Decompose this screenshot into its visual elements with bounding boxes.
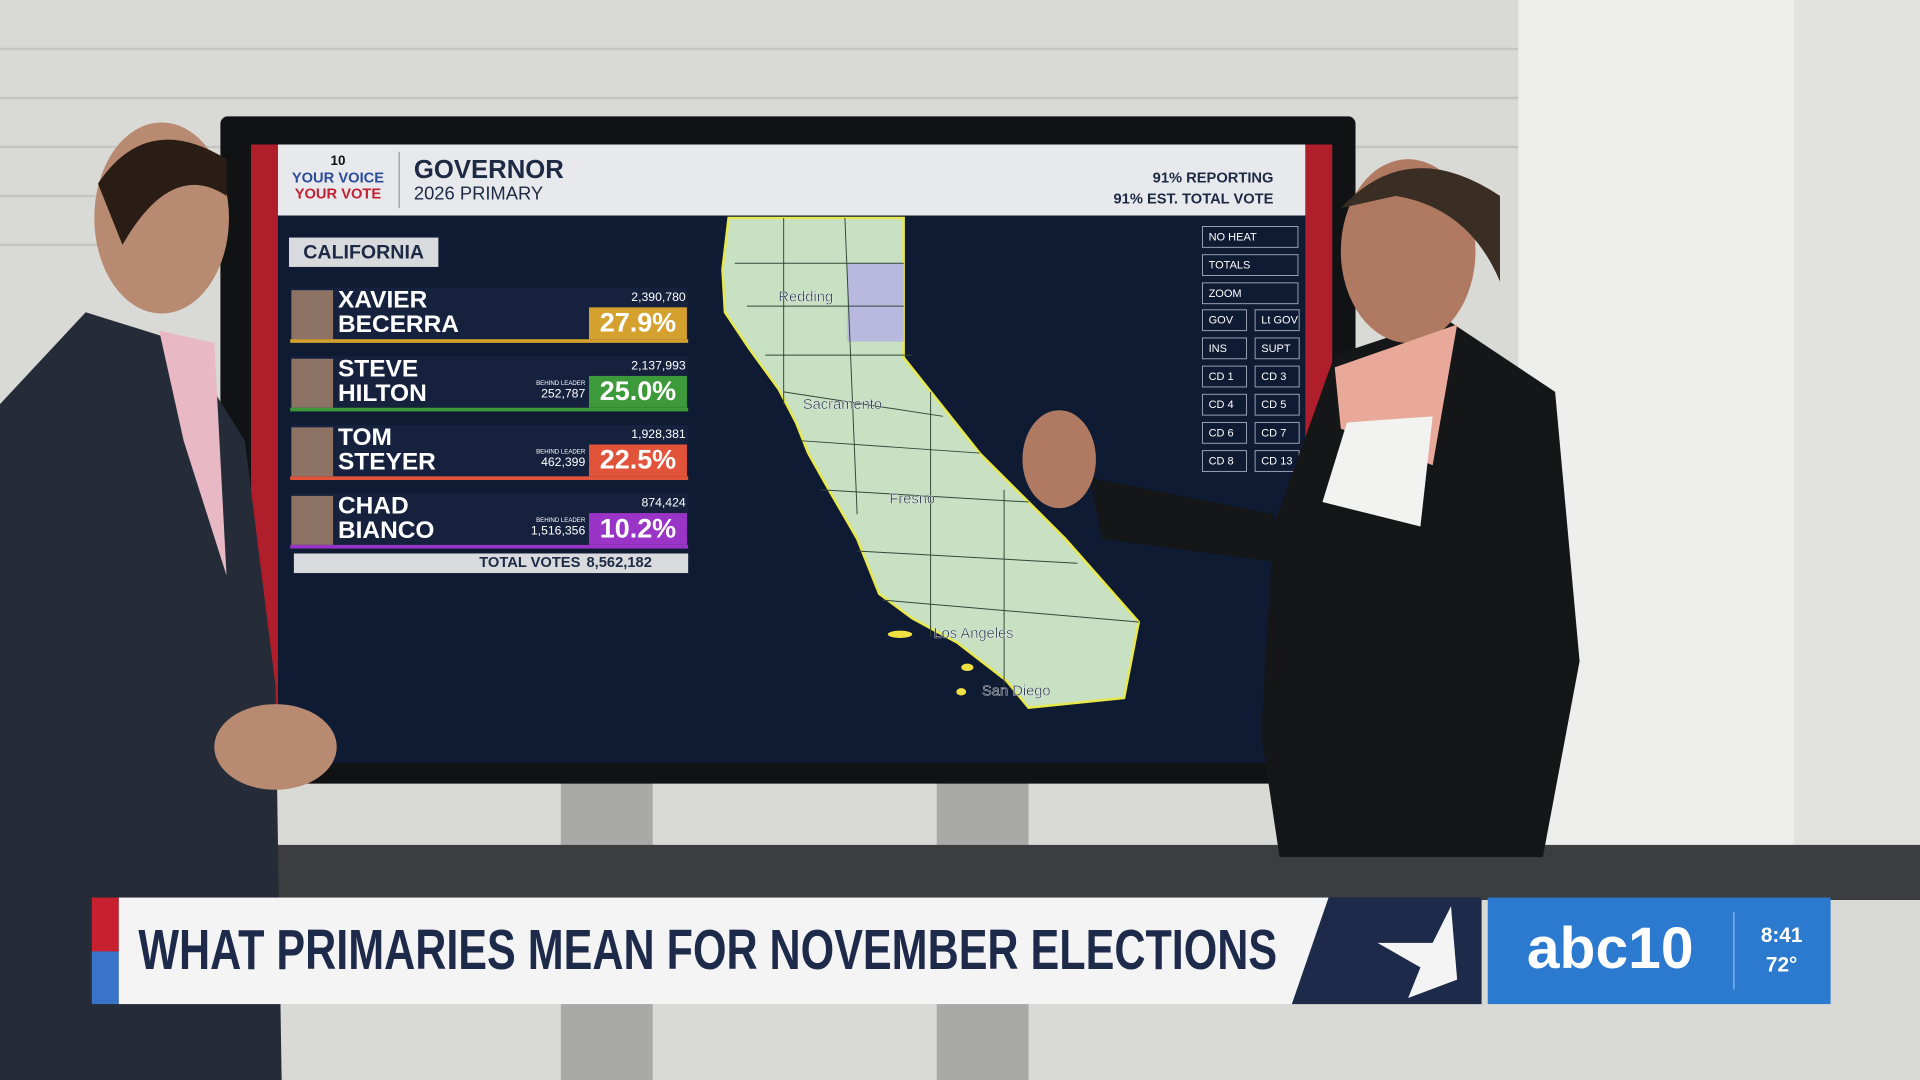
last-name: HILTON (338, 380, 427, 407)
total-bar (293, 553, 689, 574)
menu-label: SUPT (1261, 343, 1291, 355)
total-votes: 8,562,182 (587, 555, 652, 571)
first-name: XAVIER (338, 287, 428, 314)
pct-box (588, 307, 687, 340)
menu-label: CD 1 (1209, 371, 1234, 383)
menu-button[interactable] (1201, 282, 1299, 305)
pct: 22.5% (600, 445, 676, 475)
pct-box (588, 513, 687, 545)
menu-label: CD 5 (1261, 399, 1286, 411)
behind-label: BEHIND LEADER (536, 517, 586, 524)
pct: 27.9% (600, 308, 676, 338)
desk (0, 844, 1920, 900)
pct-box (588, 375, 687, 408)
menu-button[interactable] (1254, 337, 1300, 360)
menu-label: CD 3 (1261, 371, 1286, 383)
menu-label: CD 7 (1261, 427, 1286, 439)
candidate-underline (290, 544, 689, 549)
menu-label: CD 6 (1209, 427, 1234, 439)
headline-bar (118, 897, 1482, 1005)
total-label: TOTAL VOTES (479, 555, 580, 571)
menu-button[interactable] (1201, 254, 1299, 277)
candidate-photo (291, 290, 334, 340)
menu-label: Lt GOV (1261, 315, 1298, 327)
est-vote: 91% EST. TOTAL VOTE (1113, 191, 1273, 207)
region-tag (288, 237, 439, 267)
menu-label: ZOOM (1209, 288, 1242, 300)
votes: 2,390,780 (631, 290, 686, 304)
candidate-underline (290, 339, 689, 343)
votes: 874,424 (641, 495, 685, 509)
last-name: STEYER (338, 448, 436, 475)
behind-votes: 252,787 (541, 387, 585, 401)
pct-box (588, 444, 687, 477)
menu-label: CD 4 (1209, 399, 1234, 411)
board-title: GOVERNOR (414, 156, 564, 184)
menu-button[interactable] (1254, 393, 1300, 416)
menu-label: GOV (1209, 315, 1234, 327)
behind-label: BEHIND LEADER (536, 448, 586, 455)
last-name: BIANCO (338, 517, 435, 544)
first-name: STEVE (338, 355, 418, 382)
presenter-left (0, 122, 337, 1080)
station-logo: abc10 (1527, 916, 1694, 981)
menu-button[interactable] (1201, 393, 1248, 416)
menu-button[interactable] (1254, 421, 1300, 444)
menu-label: INS (1209, 343, 1227, 355)
behind-votes: 1,516,356 (531, 524, 586, 538)
region: CALIFORNIA (303, 242, 424, 264)
city-label: Sacramento (803, 397, 882, 413)
menu-button[interactable] (1201, 365, 1248, 388)
menu-label: TOTALS (1209, 260, 1251, 272)
menu-label: CD 13 (1261, 456, 1292, 468)
candidate-photo (291, 358, 334, 408)
temperature: 72° (1766, 954, 1797, 977)
candidate-photo (291, 427, 334, 477)
menu-button[interactable] (1254, 309, 1300, 332)
last-name: BECERRA (338, 311, 459, 338)
behind-votes: 462,399 (541, 455, 585, 469)
headline: WHAT PRIMARIES MEAN FOR NOVEMBER ELECTIO… (138, 918, 1277, 981)
logo-line: YOUR VOICE (292, 171, 384, 187)
candidate-underline (290, 407, 689, 412)
flag-blue (91, 951, 119, 1005)
map-county-lines (734, 217, 1139, 686)
first-name: TOM (338, 424, 392, 451)
menu-button[interactable] (1201, 226, 1299, 248)
menu-label: CD 8 (1209, 456, 1234, 468)
menu-label: NO HEAT (1209, 231, 1257, 243)
pct: 10.2% (600, 513, 676, 543)
menu-button[interactable] (1201, 421, 1248, 444)
votes: 2,137,993 (631, 358, 686, 372)
city-label: Los Angeles (933, 626, 1013, 642)
flag-red (91, 897, 119, 952)
islands (887, 630, 974, 696)
star (1377, 906, 1458, 998)
menu-button[interactable] (1201, 337, 1248, 360)
pct: 25.0% (600, 376, 676, 406)
map-county (847, 263, 904, 342)
logo-channel: 10 (330, 153, 345, 168)
candidate-photo (291, 495, 334, 545)
time: 8:41 (1761, 924, 1803, 947)
city-label: San Diego (982, 684, 1051, 700)
city-label: Fresno (889, 491, 935, 507)
votes: 1,928,381 (631, 427, 686, 441)
wall-right (1793, 0, 1920, 858)
behind-label: BEHIND LEADER (536, 380, 586, 387)
candidate-underline (290, 476, 689, 480)
presenter-right (1022, 159, 1580, 858)
station-box (1487, 897, 1831, 1005)
board-header (277, 144, 1306, 216)
board-subtitle: 2026 PRIMARY (414, 183, 543, 204)
menu-button[interactable] (1201, 450, 1248, 472)
city-label: Redding (778, 289, 833, 305)
menu-button[interactable] (1201, 309, 1248, 332)
reporting: 91% REPORTING (1153, 171, 1274, 187)
first-name: CHAD (338, 492, 409, 519)
logo-line: YOUR VOTE (295, 187, 382, 203)
menu-button[interactable] (1254, 365, 1300, 388)
